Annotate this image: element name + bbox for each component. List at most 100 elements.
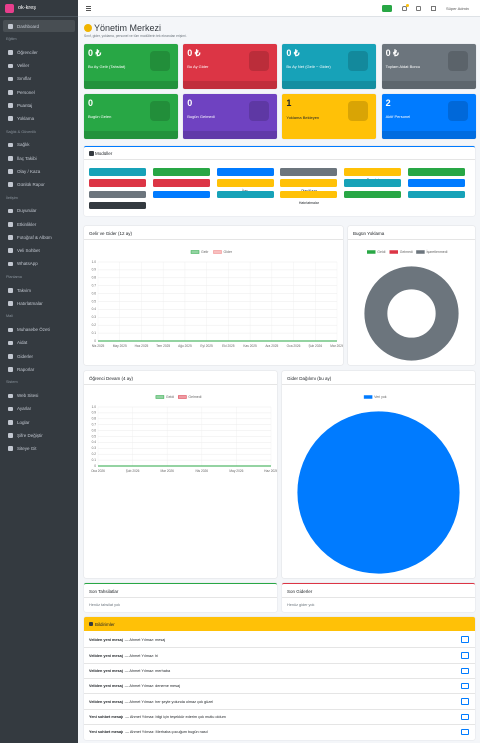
menu-section: Eğitim [6, 37, 17, 42]
menu-item[interactable]: Olay / Kaza [3, 165, 75, 177]
menu-item[interactable]: İlaç Takibi [3, 152, 75, 164]
notification-button[interactable] [461, 682, 469, 690]
notification-button[interactable] [461, 667, 469, 675]
legend-swatch [155, 395, 165, 399]
stat-card: 0 ₺ Toplam Aidat Borcu 0 öğrenci gecikmiş [381, 44, 476, 89]
menu-item[interactable]: Duyurular [3, 205, 75, 217]
module-button[interactable]: Personel [280, 168, 338, 182]
module-button[interactable]: Puantaj [344, 168, 402, 182]
module-button[interactable]: Ayarlar [89, 201, 146, 216]
stat-footer[interactable]: Yıllık gelir: 0 ₺ [282, 81, 377, 89]
user-name[interactable]: Süper Admin [446, 6, 469, 11]
module-button[interactable]: Öğrenciler [89, 168, 146, 182]
menu-item[interactable]: Raporlar [3, 363, 75, 375]
menu-item[interactable]: Puantaj [3, 99, 75, 111]
module-button[interactable]: Yoklama [152, 168, 210, 182]
menu-item[interactable]: Aidat [3, 337, 75, 349]
stat-footer[interactable]: Puantaj [381, 131, 476, 139]
notification-button[interactable] [461, 652, 469, 659]
notification-body: — Ahmet Yılmaz: hi [124, 653, 159, 658]
notification-text: Veliden yeni mesaj — Ahmet Yılmaz: mesaj [89, 638, 165, 642]
modules-card: Modüller Öğrenciler Yoklama Sınıflar Persone… [84, 146, 475, 216]
notification-item: Veliden yeni mesaj — Ahmet Yılmaz: her şe… [84, 693, 475, 708]
notification-item: Veliden yeni mesaj — Ahmet Yılmaz: mesaj [84, 632, 475, 647]
menu-item[interactable]: Fotoğraf & Albüm [3, 231, 75, 243]
menu-item[interactable]: Siteye Git [3, 442, 75, 454]
chart-title: Gider Dağılımı (bu ay) [287, 375, 332, 381]
x-tick-label: Oca 2026 [91, 469, 105, 473]
stat-footer[interactable]: Giderler [183, 81, 278, 89]
menu-item[interactable]: Ayarlar [3, 403, 75, 415]
stat-label: Bu Ay Net (Gelir − Gider) [286, 64, 331, 69]
menu-item[interactable]: Hatırlatmalar [3, 297, 75, 309]
module-button[interactable]: WhatsApp [344, 190, 402, 205]
legend-label: Geldi [377, 250, 385, 254]
module-button[interactable]: Hatırlatmalar [280, 190, 338, 205]
menu-item[interactable]: Yoklama [3, 112, 75, 124]
menu-item[interactable]: Loglar [3, 416, 75, 428]
notification-button[interactable] [461, 698, 469, 705]
y-tick-label: 0.3 [92, 315, 97, 319]
stat-footer[interactable]: Yoklama [84, 131, 178, 139]
notification-text: Yeni sohbet mesajı — Ahmet Yılmaz: Merhab… [89, 730, 208, 734]
notification-button[interactable] [461, 636, 469, 643]
module-button[interactable]: Veli Sohbet [152, 190, 210, 205]
module-button[interactable]: Sağlık [152, 179, 210, 193]
menu-item[interactable]: Sınıflar [3, 73, 75, 85]
menu-icon [8, 393, 13, 399]
menu-item[interactable]: WhatsApp [3, 258, 75, 270]
menu-item[interactable]: Web Sitesi [3, 390, 75, 402]
whatsapp-button[interactable] [382, 5, 392, 12]
menu-item[interactable]: Veliler [3, 60, 75, 72]
module-button[interactable]: Takvim [216, 190, 274, 205]
stat-value: 0 ₺ [187, 48, 201, 58]
menu-icon [8, 420, 13, 425]
notification-button[interactable] [461, 713, 469, 720]
stat-footer[interactable]: İşaretle [183, 131, 278, 139]
menu-item[interactable]: Etkinlikler [3, 218, 75, 230]
menu-item[interactable]: Muhasebe Özeti [3, 324, 75, 336]
module-button[interactable]: Günlük Rapor [344, 179, 402, 193]
menu-item[interactable]: Veli Sohbet [3, 244, 75, 256]
module-button[interactable]: Olay/Kaza [280, 179, 338, 193]
module-button[interactable]: Aidat [408, 168, 465, 182]
menu-label: Günlük Rapor [17, 181, 45, 187]
notification-button[interactable] [461, 728, 469, 736]
module-button[interactable]: Giderler [89, 179, 146, 193]
menu-label: Şifre Değiştir [17, 432, 43, 438]
module-button[interactable]: Duyurular [408, 179, 465, 193]
menu-item[interactable]: Günlük Rapor [3, 178, 75, 190]
module-button[interactable]: Sınıflar [216, 168, 274, 182]
chart: Veri yok [296, 395, 461, 575]
menu-item[interactable]: Şifre Değiştir [3, 429, 75, 441]
menu-section: Planlama [6, 274, 22, 279]
module-button[interactable]: Raporlar [408, 190, 465, 205]
x-tick-label: Ağu 2025 [178, 344, 192, 348]
x-tick-label: Haz 2025 [135, 344, 149, 348]
menu-item[interactable]: Sağlık [3, 139, 75, 151]
chart: Gelir Gider 0 0.1 0.2 0.3 0.4 0.5 0.6 0.7 0.8 0.9 1.… [92, 250, 343, 348]
module-button[interactable]: İlaç [216, 179, 274, 193]
menu-item[interactable]: Takvim [3, 284, 75, 296]
menu-item[interactable]: Dashboard [3, 20, 75, 32]
stat-footer[interactable]: 0 öğrenci gecikmiş [381, 81, 476, 89]
menu-icon [8, 142, 13, 148]
y-tick-label: 0.9 [92, 268, 97, 272]
module-button[interactable]: Fotoğraf [89, 190, 146, 205]
menu-label: Siteye Git [17, 445, 37, 451]
y-tick-label: 0.2 [92, 323, 97, 327]
menu-toggle-line [86, 10, 91, 11]
chart-header-line [282, 384, 475, 385]
menu-icon [8, 24, 13, 29]
stat-icon [348, 51, 369, 71]
menu-item[interactable]: Giderler [3, 350, 75, 362]
x-tick-label: Şub 2026 [126, 469, 140, 473]
legend-label: Veri yok [374, 395, 387, 399]
notification-title: Veliden yeni mesaj [89, 637, 123, 642]
menu-label: Web Sitesi [17, 393, 39, 399]
module-button-label: Takvim [239, 200, 251, 205]
menu-item[interactable]: Personel [3, 86, 75, 98]
menu-item[interactable]: Öğrenciler [3, 46, 75, 58]
stat-footer[interactable]: Aidat [84, 81, 178, 89]
y-tick-label: 0.2 [92, 452, 97, 456]
